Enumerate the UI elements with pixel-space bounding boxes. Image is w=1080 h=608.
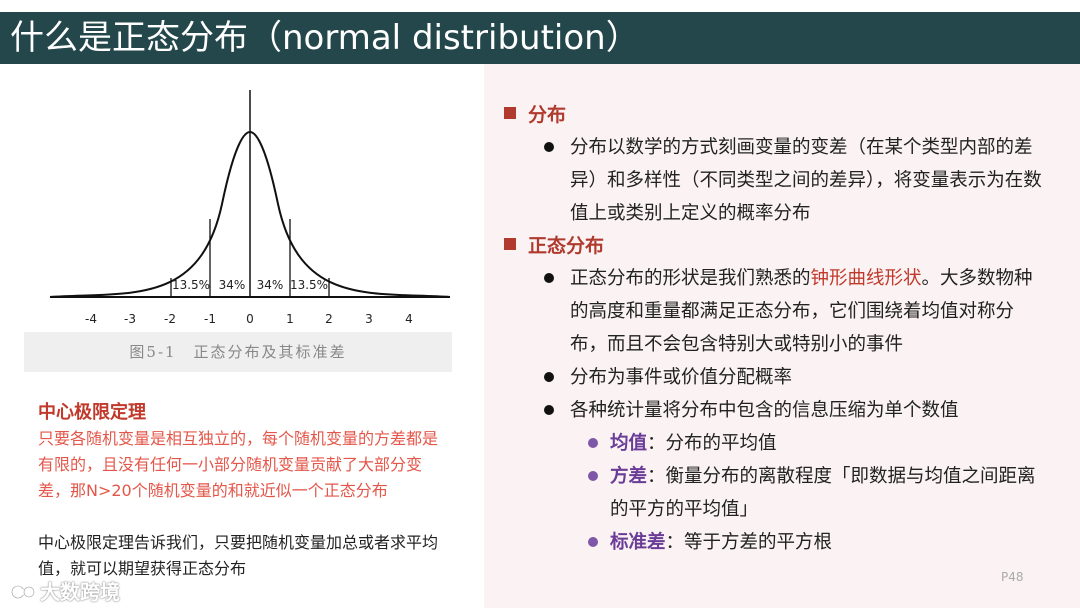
distribution-description: 分布以数学的方式刻画变量的变差（在某个类型内部的差异）和多样性（不同类型之间的差… bbox=[570, 137, 1042, 224]
probability-assignment-text: 分布为事件或价值分配概率 bbox=[570, 367, 793, 388]
bullet-dot-icon bbox=[544, 273, 554, 283]
term-description: ：衡量分布的离散程度「即数据与均值之间距离的平方的平均值」 bbox=[610, 466, 1036, 520]
square-bullet-icon bbox=[504, 107, 516, 119]
tick-label: 2 bbox=[325, 312, 333, 326]
normal-distribution-figure: 13.5% 34% 34% 13.5% -4 -3 -2 -1 0 1 2 3 … bbox=[49, 90, 451, 326]
variance-item: 方差：衡量分布的离散程度「即数据与均值之间距离的平方的平均值」 bbox=[610, 460, 1050, 526]
term-std-dev: 标准差 bbox=[610, 532, 666, 553]
right-panel bbox=[484, 64, 1080, 608]
sub-bullet-dot-icon bbox=[588, 471, 598, 481]
title-bar: 什么是正态分布（normal distribution） bbox=[0, 12, 1080, 64]
watermark-logo-icon bbox=[10, 584, 36, 600]
statistics-compression-text: 各种统计量将分布中包含的信息压缩为单个数值 bbox=[570, 400, 959, 421]
watermark-text: 大数跨境 bbox=[40, 580, 120, 604]
tick-label: -3 bbox=[124, 312, 136, 326]
tick-label: 3 bbox=[365, 312, 373, 326]
clt-explanation: 中心极限定理告诉我们，只要把随机变量加总或者求平均值，就可以期望获得正态分布 bbox=[38, 533, 439, 578]
text-segment: 。大多数物种的高度和重量都满足正态分布，它们围绕着均值对称分布，而且不会包含特别… bbox=[570, 268, 1033, 355]
term-description: ：等于方差的平方根 bbox=[665, 532, 833, 553]
tick-label: 1 bbox=[286, 312, 294, 326]
section-heading-normal: 正态分布 bbox=[504, 232, 604, 260]
bullet-dot-icon bbox=[544, 372, 554, 382]
term-mean: 均值 bbox=[610, 433, 648, 454]
tick-label: -4 bbox=[85, 312, 97, 326]
section-heading-label: 分布 bbox=[528, 104, 567, 126]
region-label: 13.5% bbox=[290, 278, 328, 292]
bullet-dot-icon bbox=[544, 405, 554, 415]
watermark: 大数跨境 bbox=[10, 576, 120, 605]
figure-caption: 图5-1 正态分布及其标准差 bbox=[129, 343, 347, 361]
normal-shape-description: 正态分布的形状是我们熟悉的钟形曲线形状。大多数物种的高度和重量都满足正态分布，它… bbox=[570, 262, 1050, 361]
clt-heading: 中心极限定理 bbox=[38, 402, 146, 423]
slide-title: 什么是正态分布（normal distribution） bbox=[10, 18, 640, 58]
term-variance: 方差 bbox=[610, 466, 648, 487]
tick-label: -2 bbox=[164, 312, 176, 326]
text-segment: 正态分布的形状是我们熟悉的 bbox=[570, 268, 811, 289]
bullet-dot-icon bbox=[544, 142, 554, 152]
sub-bullet-dot-icon bbox=[588, 537, 598, 547]
tick-label: 0 bbox=[246, 312, 254, 326]
tick-label: 4 bbox=[405, 312, 413, 326]
term-description: ：分布的平均值 bbox=[647, 433, 777, 454]
sub-bullet-dot-icon bbox=[588, 438, 598, 448]
page-number: P48 bbox=[1001, 570, 1024, 584]
region-label: 34% bbox=[219, 278, 246, 292]
mean-item: 均值：分布的平均值 bbox=[610, 427, 1050, 460]
section-heading-label: 正态分布 bbox=[528, 235, 605, 257]
tick-label: -1 bbox=[204, 312, 216, 326]
std-dev-item: 标准差：等于方差的平方根 bbox=[610, 526, 1050, 559]
clt-definition: 只要各随机变量是相互独立的，每个随机变量的方差都是有限的，且没有任何一小部分随机… bbox=[38, 429, 439, 500]
square-bullet-icon bbox=[504, 238, 516, 250]
section-heading-distribution: 分布 bbox=[504, 101, 566, 129]
region-label: 34% bbox=[257, 278, 284, 292]
region-label: 13.5% bbox=[172, 278, 210, 292]
figure-caption-box: 图5-1 正态分布及其标准差 bbox=[24, 332, 452, 372]
bell-curve-highlight: 钟形曲线形状 bbox=[810, 268, 922, 289]
